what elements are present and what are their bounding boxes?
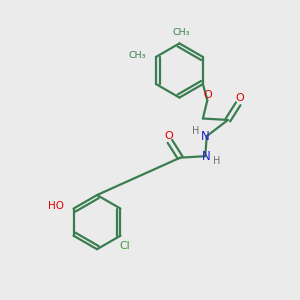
Text: Cl: Cl (120, 241, 130, 251)
Text: N: N (201, 130, 210, 143)
Text: CH₃: CH₃ (172, 28, 190, 37)
Text: N: N (202, 150, 211, 163)
Text: H: H (213, 157, 221, 166)
Text: H: H (192, 126, 199, 136)
Text: HO: HO (48, 201, 64, 211)
Text: O: O (164, 130, 173, 141)
Text: O: O (235, 93, 244, 103)
Text: CH₃: CH₃ (128, 51, 146, 60)
Text: O: O (204, 90, 213, 100)
